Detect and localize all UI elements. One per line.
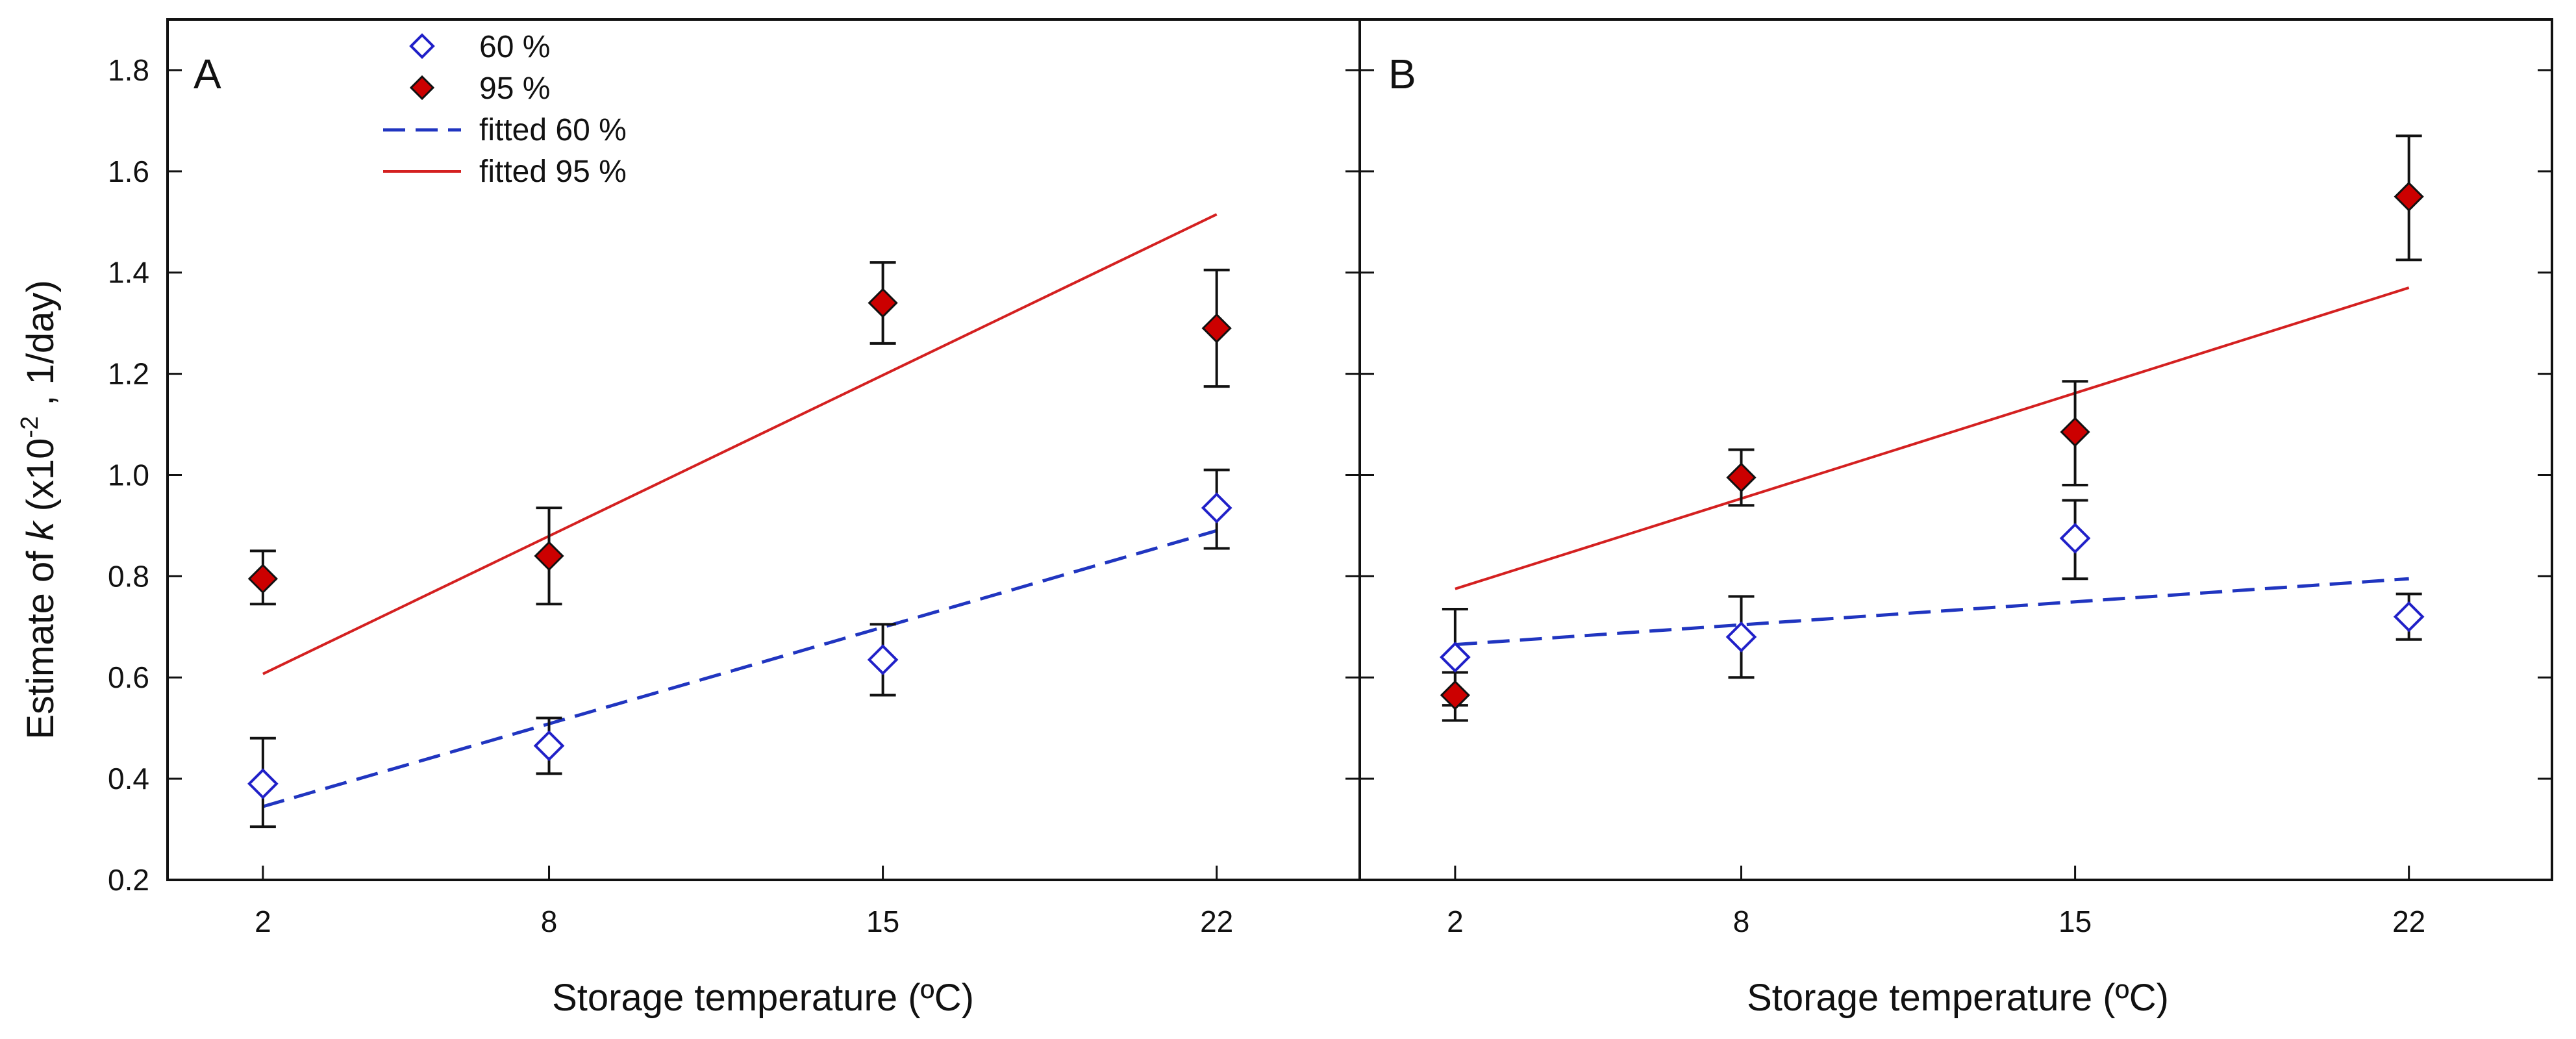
panel-b-x-axis-title: Storage temperature (ºC) xyxy=(1747,977,2169,1019)
legend-marker-95 xyxy=(409,75,435,101)
y-tick-label: 1.2 xyxy=(108,357,149,391)
y-tick-label: 1.6 xyxy=(108,155,149,188)
panel-b-point-95 xyxy=(2060,417,2090,447)
y-axis-title-part-3: (x10 xyxy=(19,438,62,522)
panel-a-x-axis-title: Storage temperature (ºC) xyxy=(552,977,974,1019)
panel-a-point-60 xyxy=(867,644,899,675)
panel-a-x-tick-label: 8 xyxy=(541,905,558,938)
panel-a-point-60 xyxy=(1201,492,1232,523)
legend-marker-60 xyxy=(409,33,435,59)
y-axis-title-superscript: -2 xyxy=(16,416,44,438)
y-axis-title-part-1: Estimate of xyxy=(19,541,62,740)
panel-a-x-tick-label: 22 xyxy=(1200,905,1233,938)
panel-b-point-95 xyxy=(1440,680,1471,710)
panel-a-point-60 xyxy=(533,730,565,762)
y-tick-label: 1.4 xyxy=(108,256,149,290)
legend-label-fitted-60: fitted 60 % xyxy=(479,113,627,147)
panel-b-point-95 xyxy=(1726,462,1757,493)
legend-label-60: 60 % xyxy=(479,30,550,64)
y-tick-label: 0.4 xyxy=(108,762,149,795)
legend-label-fitted-95: fitted 95 % xyxy=(479,155,627,189)
y-axis-title-italic-k: k xyxy=(19,520,62,541)
panel-b-fitted-95-line xyxy=(1455,286,2410,590)
panel-a-fitted-95-line xyxy=(262,213,1218,675)
panel-b-x-tick-label: 8 xyxy=(1733,905,1750,938)
panel-b-x-tick-label: 15 xyxy=(2058,905,2092,938)
panel-b-x-tick-label: 2 xyxy=(1447,905,1464,938)
panel-b-label: B xyxy=(1388,51,1416,97)
panel-a-point-60 xyxy=(247,768,279,799)
panel-b-point-60 xyxy=(1440,642,1471,673)
labels-layer: Estimate of k (x10-2 , 1/day) Storage te… xyxy=(16,51,2169,1019)
panel-a-point-95 xyxy=(247,564,279,594)
panel-b-point-60 xyxy=(2393,601,2425,632)
panel-b-frame xyxy=(1358,18,2553,881)
y-tick-label: 0.2 xyxy=(108,863,149,897)
y-tick-label: 1.8 xyxy=(108,53,149,87)
y-axis-title: Estimate of k (x10-2 , 1/day) xyxy=(16,280,62,740)
panel-a-x-tick-label: 15 xyxy=(866,905,899,938)
panel-b-point-95 xyxy=(2394,181,2424,212)
panel-b-point-60 xyxy=(2059,523,2091,554)
legend: 60 % 95 % fitted 60 % fitted 95 % xyxy=(383,30,627,189)
panel-b-x-tick-label: 22 xyxy=(2392,905,2425,938)
panel-a-label: A xyxy=(194,51,221,97)
y-tick-label: 0.6 xyxy=(108,660,149,694)
fitted-lines-layer xyxy=(262,213,2410,808)
panel-b-point-60 xyxy=(1725,621,1757,653)
panel-a-point-95 xyxy=(1201,313,1232,344)
panel-a-point-95 xyxy=(868,288,898,318)
legend-label-95: 95 % xyxy=(479,71,550,106)
y-axis-title-part-5: , 1/day) xyxy=(19,280,62,416)
y-tick-label: 0.8 xyxy=(108,559,149,593)
y-tick-label: 1.0 xyxy=(108,458,149,492)
axes-layer: 0.20.40.60.81.01.21.41.61.82 8 15 22 2 8 15 22 xyxy=(108,18,2553,938)
panel-b-fitted-60-line xyxy=(1455,577,2409,647)
panel-a-fitted-60-line xyxy=(262,529,1218,808)
panel-a-point-95 xyxy=(534,541,564,571)
panel-a-x-tick-label: 2 xyxy=(255,905,271,938)
data-points-layer xyxy=(247,181,2425,799)
